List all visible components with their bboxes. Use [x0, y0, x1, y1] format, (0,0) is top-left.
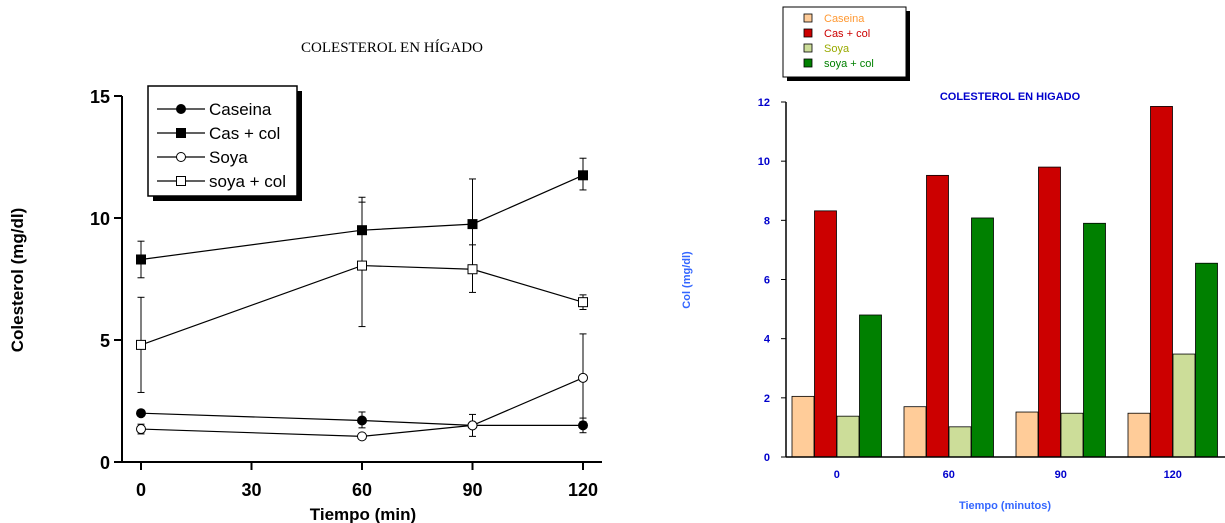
- series-soya: [136, 333, 588, 442]
- legend-swatch: [803, 58, 813, 68]
- line-chart: COLESTEROL EN HÍGADO Colesterol (mg/dl) …: [8, 39, 602, 523]
- x-tick-label: 0: [834, 469, 840, 481]
- legend-swatch: [803, 43, 813, 53]
- legend-label: Cas + col: [824, 28, 870, 40]
- bar-chart-legend: Caseina Cas + col Soya soya + col: [782, 6, 910, 81]
- data-point: [357, 415, 367, 426]
- bar: [859, 314, 882, 458]
- data-point: [357, 431, 367, 442]
- bar-chart-title: COLESTEROL EN HIGADO: [940, 91, 1081, 103]
- series-line: [140, 174, 584, 261]
- y-tick-label: 15: [90, 87, 110, 107]
- legend-label: soya + col: [824, 58, 874, 70]
- bar: [1195, 262, 1218, 458]
- bar: [948, 426, 972, 458]
- data-point: [578, 170, 588, 181]
- series-line: [140, 264, 584, 346]
- y-tick-label: 6: [764, 275, 770, 287]
- data-point: [467, 420, 478, 431]
- data-point: [467, 219, 478, 230]
- legend-marker: [176, 176, 186, 186]
- series-soya-col: [136, 201, 588, 393]
- bar: [791, 395, 815, 458]
- y-tick-label: 4: [764, 334, 771, 346]
- legend-label: Soya: [209, 148, 248, 167]
- legend-box: [147, 85, 298, 197]
- data-point: [578, 372, 588, 383]
- legend-label: Cas + col: [209, 124, 280, 143]
- legend-label: soya + col: [209, 172, 286, 191]
- bar-chart: Caseina Cas + col Soya soya + col COLESTERO…: [681, 6, 1225, 512]
- data-point: [357, 260, 367, 271]
- x-tick-label: 90: [1055, 469, 1067, 481]
- bar: [1060, 412, 1084, 458]
- x-tick-label: 60: [943, 469, 955, 481]
- series-caseina: [136, 408, 588, 434]
- y-tick-label: 8: [764, 215, 770, 227]
- y-tick-label: 5: [100, 331, 110, 351]
- line-chart-title: COLESTEROL EN HÍGADO: [301, 39, 483, 56]
- bar: [971, 217, 994, 458]
- y-tick-label: 0: [764, 452, 770, 464]
- bar: [1038, 166, 1061, 458]
- x-tick-label: 0: [136, 480, 146, 500]
- series-line: [140, 412, 583, 426]
- bar: [1015, 411, 1039, 458]
- bar: [903, 406, 927, 458]
- x-tick-label: 120: [1164, 469, 1182, 481]
- data-point: [136, 339, 146, 350]
- bar: [1172, 353, 1196, 458]
- data-point: [136, 408, 146, 419]
- data-point: [578, 420, 588, 431]
- legend-box: [782, 6, 907, 78]
- y-tick-label: 10: [90, 209, 110, 229]
- bar: [1150, 106, 1173, 458]
- legend-marker: [176, 104, 186, 114]
- legend-marker: [176, 128, 186, 138]
- bar-chart-x-axis-label: Tiempo (minutos): [959, 500, 1051, 512]
- y-tick-label: 12: [758, 97, 770, 109]
- bar: [926, 174, 949, 458]
- data-point: [136, 424, 146, 435]
- legend-label: Soya: [824, 43, 850, 55]
- data-point: [467, 264, 478, 275]
- line-chart-y-axis-label: Colesterol (mg/dl): [8, 208, 27, 353]
- line-chart-x-axis-label: Tiempo (min): [310, 505, 416, 523]
- x-tick-label: 120: [568, 480, 598, 500]
- data-point: [578, 297, 588, 308]
- bar: [836, 415, 860, 458]
- y-tick-label: 10: [758, 156, 770, 168]
- bar: [1127, 412, 1151, 458]
- y-tick-label: 0: [100, 453, 110, 473]
- x-tick-label: 60: [352, 480, 372, 500]
- bar-chart-y-axis-label: Col (mg/dl): [681, 251, 693, 309]
- line-chart-legend: Caseina Cas + col Soya soya + col: [147, 85, 302, 201]
- legend-swatch: [803, 13, 813, 23]
- series-line: [140, 377, 584, 437]
- legend-label: Caseina: [209, 100, 272, 119]
- y-tick-label: 2: [764, 393, 770, 405]
- legend-label: Caseina: [824, 13, 865, 25]
- data-point: [136, 254, 146, 265]
- x-tick-label: 90: [462, 480, 482, 500]
- bar: [1083, 222, 1106, 458]
- legend-swatch: [803, 28, 813, 38]
- bar: [814, 210, 837, 458]
- legend-marker: [176, 152, 186, 162]
- x-tick-label: 30: [241, 480, 261, 500]
